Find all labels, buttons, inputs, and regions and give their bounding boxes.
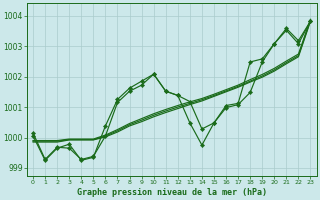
X-axis label: Graphe pression niveau de la mer (hPa): Graphe pression niveau de la mer (hPa) [77, 188, 267, 197]
